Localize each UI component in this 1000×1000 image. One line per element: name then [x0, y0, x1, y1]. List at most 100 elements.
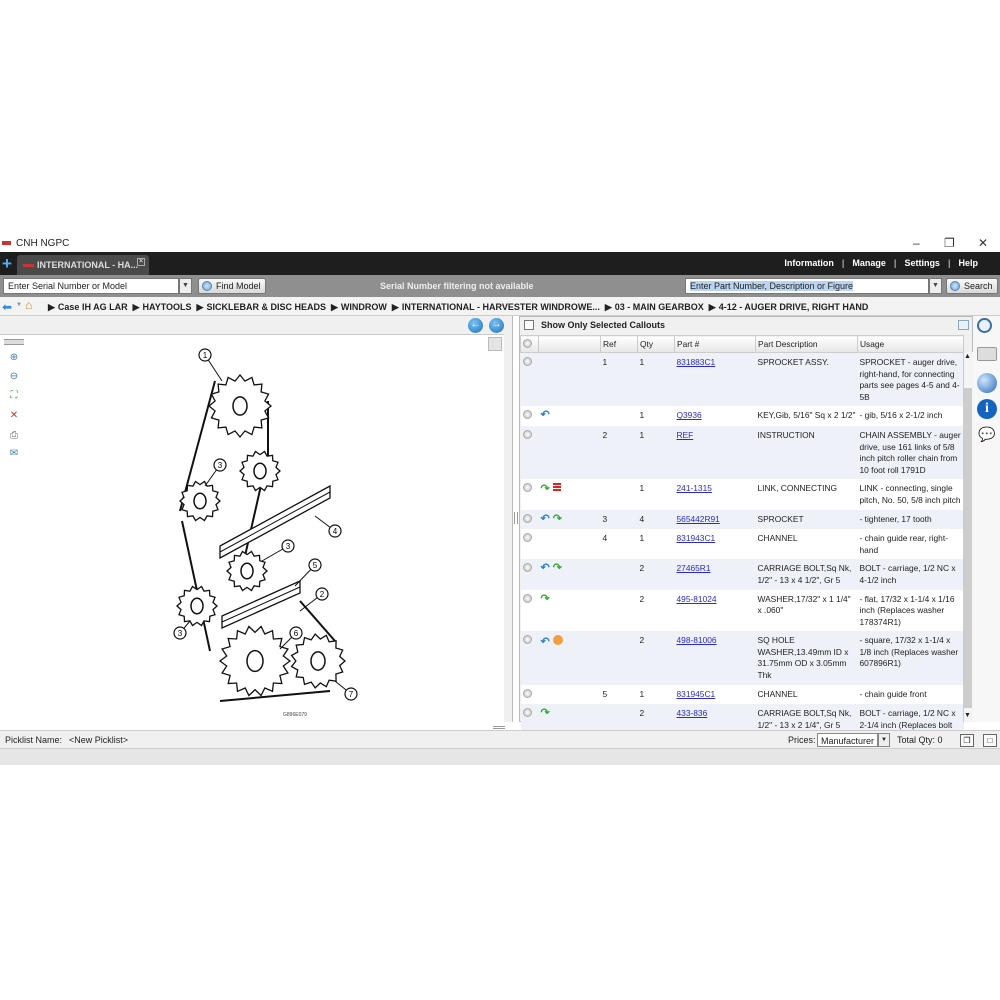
- table-row[interactable]: ↶ ↷ 2 27465R1 CARRIAGE BOLT,Sq Nk, 1/2" - 13…: [520, 559, 964, 590]
- column-header[interactable]: Usage: [857, 335, 964, 353]
- part-number-link[interactable]: 495-81024: [676, 593, 717, 604]
- toolbox-grip-handle[interactable]: [4, 339, 24, 345]
- add-to-picklist-icon[interactable]: [522, 533, 532, 543]
- part-search-input[interactable]: Enter Part Number, Description or Figure: [685, 278, 929, 294]
- part-number-link[interactable]: 565442R91: [676, 513, 720, 524]
- column-header[interactable]: Qty: [637, 335, 675, 353]
- add-to-picklist-icon[interactable]: [522, 708, 532, 718]
- minimize-button[interactable]: –: [913, 236, 920, 250]
- breadcrumb-item[interactable]: WINDROW: [340, 302, 387, 312]
- part-number-link[interactable]: REF: [676, 429, 694, 440]
- add-to-picklist-icon[interactable]: [522, 593, 532, 603]
- callout-circle[interactable]: [328, 524, 342, 538]
- add-to-picklist-icon[interactable]: [522, 357, 532, 366]
- tab-international[interactable]: INTERNATIONAL - HA... ×: [17, 255, 149, 275]
- table-row[interactable]: ↶ 1 Q3936 KEY,Gib, 5/16" Sq x 2 1/2" - gib, …: [520, 406, 964, 426]
- maximize-picklist-icon[interactable]: □: [983, 734, 997, 747]
- note-icon[interactable]: [552, 483, 561, 493]
- part-number-link[interactable]: 831883C1: [676, 357, 716, 367]
- replaces-arrow-icon[interactable]: ↷: [540, 483, 550, 496]
- picklist-name[interactable]: <New Picklist>: [69, 735, 129, 745]
- callout-number[interactable]: 7: [349, 690, 354, 699]
- part-number-link[interactable]: 27465R1: [676, 563, 711, 574]
- vertical-splitter-handle[interactable]: [514, 512, 518, 524]
- add-to-picklist-icon[interactable]: [522, 483, 532, 493]
- expand-all-icon[interactable]: [523, 338, 532, 348]
- breadcrumb-item[interactable]: SICKLEBAR & DISC HEADS: [206, 302, 326, 312]
- replaced-by-arrow-icon[interactable]: ↶: [540, 636, 550, 649]
- callout-circle[interactable]: [344, 687, 358, 701]
- zoom-out-icon[interactable]: ⊖: [9, 371, 19, 382]
- callout-number[interactable]: 6: [294, 629, 299, 638]
- clear-selection-icon[interactable]: ✕: [9, 410, 19, 421]
- chat-support-icon[interactable]: 💬: [978, 426, 996, 442]
- add-to-picklist-icon[interactable]: [522, 429, 532, 439]
- replaces-arrow-icon[interactable]: ↷: [552, 562, 562, 575]
- part-number-link[interactable]: 241-1315: [676, 483, 712, 494]
- maximize-button[interactable]: ❐: [944, 236, 955, 250]
- table-row[interactable]: 5 1 831945C1 CHANNEL - chain guide front: [520, 684, 964, 705]
- part-number-link[interactable]: 831945C1: [676, 688, 716, 699]
- part-number-link[interactable]: 433-836: [676, 708, 708, 719]
- table-row[interactable]: 4 1 831943C1 CHANNEL - chain guide rear, rig…: [520, 529, 964, 560]
- show-selected-callouts-toggle[interactable]: Show Only Selected Callouts: [524, 320, 665, 330]
- checkbox[interactable]: [524, 320, 534, 330]
- callout-number[interactable]: 3: [178, 629, 183, 638]
- table-row[interactable]: 1 1 831883C1 SPROCKET ASSY. SPROCKET - auger…: [520, 352, 964, 407]
- new-tab-plus-icon[interactable]: +: [2, 254, 12, 273]
- callout-number[interactable]: 4: [333, 527, 338, 536]
- breadcrumb-item[interactable]: INTERNATIONAL - HARVESTER WINDROWE...: [401, 302, 600, 312]
- close-button[interactable]: ✕: [978, 236, 989, 250]
- info-icon[interactable]: i: [977, 399, 997, 419]
- replaces-arrow-icon[interactable]: ↷: [540, 592, 550, 605]
- prices-dropdown-chevron-icon[interactable]: ▼: [878, 733, 890, 747]
- close-tab-icon[interactable]: ×: [137, 258, 145, 266]
- globe-icon[interactable]: [977, 373, 997, 393]
- breadcrumb-item[interactable]: 03 - MAIN GEARBOX: [614, 302, 704, 312]
- diagram-corner-button[interactable]: [488, 337, 502, 351]
- callout-number[interactable]: 1: [203, 351, 208, 360]
- find-model-button[interactable]: Find Model: [198, 278, 266, 294]
- add-to-picklist-icon[interactable]: [522, 410, 532, 420]
- replaced-by-arrow-icon[interactable]: ↶: [540, 512, 550, 525]
- callout-circle[interactable]: [281, 539, 295, 553]
- email-icon[interactable]: ✉: [9, 448, 19, 459]
- column-settings-icon[interactable]: [958, 320, 969, 330]
- add-to-picklist-icon[interactable]: [522, 688, 532, 698]
- part-number-link[interactable]: 831943C1: [676, 533, 716, 544]
- table-row[interactable]: 2 1 REF INSTRUCTION CHAIN ASSEMBLY - auger d…: [520, 425, 964, 480]
- serial-dropdown-chevron-icon[interactable]: ▼: [179, 278, 192, 294]
- scroll-up-arrow-icon[interactable]: ▲: [964, 353, 971, 360]
- diagram-canvas[interactable]: 1 3 4 3 5 2 6 3 7 G896E079: [0, 334, 504, 722]
- nav-information[interactable]: Information: [784, 258, 834, 268]
- nav-settings[interactable]: Settings: [904, 258, 940, 268]
- callout-circle[interactable]: [289, 626, 303, 640]
- callout-circle[interactable]: [198, 348, 212, 362]
- search-icon[interactable]: [977, 318, 992, 333]
- callout-number[interactable]: 3: [286, 542, 291, 551]
- callout-circle[interactable]: [173, 626, 187, 640]
- part-number-link[interactable]: 498-81006: [676, 635, 717, 646]
- table-row[interactable]: ↶ 2 498-81006 SQ HOLE WASHER,13.49mm ID x 3…: [520, 631, 964, 685]
- column-header[interactable]: Part #: [674, 335, 756, 353]
- callout-circle[interactable]: [308, 558, 322, 572]
- fit-to-window-icon[interactable]: ⛶: [10, 390, 18, 401]
- column-header[interactable]: [520, 335, 539, 353]
- search-button[interactable]: Search: [946, 278, 998, 294]
- replaces-arrow-icon[interactable]: ↷: [552, 512, 562, 525]
- column-header[interactable]: Part Description: [755, 335, 858, 353]
- callout-number[interactable]: 3: [218, 461, 223, 470]
- previous-figure-arrow-icon[interactable]: ←: [468, 318, 483, 333]
- history-dropdown-icon[interactable]: ▼: [16, 302, 22, 308]
- table-row[interactable]: ↷ 2 495-81024 WASHER,17/32" x 1 1/4" x .060…: [520, 589, 964, 632]
- column-header[interactable]: [538, 335, 601, 353]
- prices-select[interactable]: Manufacturer: [817, 733, 878, 747]
- home-icon[interactable]: ⌂: [25, 298, 33, 312]
- serial-number-input[interactable]: Enter Serial Number or Model: [3, 278, 179, 294]
- add-to-picklist-icon[interactable]: [522, 635, 532, 645]
- nav-help[interactable]: Help: [958, 258, 978, 268]
- print-icon[interactable]: ⎙: [10, 430, 18, 441]
- replaced-by-arrow-icon[interactable]: ↶: [540, 562, 550, 575]
- callout-number[interactable]: 2: [320, 590, 325, 599]
- scroll-down-arrow-icon[interactable]: ▼: [964, 712, 971, 719]
